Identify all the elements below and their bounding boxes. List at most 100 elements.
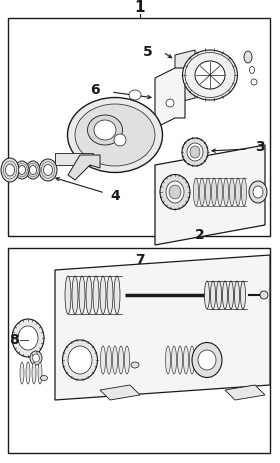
Ellipse shape — [129, 90, 141, 100]
Ellipse shape — [3, 161, 17, 179]
Ellipse shape — [190, 346, 195, 374]
Bar — [55, 153, 93, 165]
Ellipse shape — [241, 281, 246, 309]
Ellipse shape — [211, 178, 216, 206]
Ellipse shape — [253, 186, 263, 198]
Ellipse shape — [165, 346, 171, 374]
Ellipse shape — [18, 326, 38, 350]
Ellipse shape — [218, 178, 223, 206]
Ellipse shape — [185, 52, 235, 98]
Ellipse shape — [169, 185, 181, 199]
Ellipse shape — [199, 178, 204, 206]
Ellipse shape — [30, 351, 42, 365]
Polygon shape — [175, 50, 195, 103]
Polygon shape — [225, 385, 265, 400]
Ellipse shape — [114, 134, 126, 146]
Ellipse shape — [183, 346, 188, 374]
Ellipse shape — [251, 79, 257, 85]
Ellipse shape — [1, 158, 19, 182]
Ellipse shape — [43, 164, 53, 175]
Polygon shape — [55, 255, 270, 400]
Ellipse shape — [249, 67, 255, 74]
Ellipse shape — [195, 61, 225, 89]
Polygon shape — [100, 385, 140, 400]
Ellipse shape — [118, 346, 123, 374]
Ellipse shape — [17, 163, 27, 177]
Ellipse shape — [12, 319, 44, 357]
Ellipse shape — [101, 346, 106, 374]
Ellipse shape — [244, 51, 252, 63]
Ellipse shape — [72, 276, 78, 314]
Ellipse shape — [230, 178, 235, 206]
Ellipse shape — [198, 350, 216, 370]
Ellipse shape — [131, 362, 139, 368]
Ellipse shape — [62, 340, 97, 380]
Ellipse shape — [93, 276, 99, 314]
Ellipse shape — [241, 178, 246, 206]
Polygon shape — [155, 68, 185, 128]
Ellipse shape — [171, 346, 176, 374]
Ellipse shape — [26, 161, 40, 179]
Ellipse shape — [86, 276, 92, 314]
Ellipse shape — [41, 375, 48, 381]
Ellipse shape — [216, 281, 221, 309]
Ellipse shape — [39, 159, 57, 181]
Ellipse shape — [68, 346, 92, 374]
Ellipse shape — [223, 178, 228, 206]
Text: 1: 1 — [135, 0, 145, 15]
Ellipse shape — [87, 115, 123, 145]
Ellipse shape — [228, 281, 234, 309]
Ellipse shape — [94, 120, 116, 140]
Ellipse shape — [113, 346, 118, 374]
Ellipse shape — [41, 162, 55, 178]
Ellipse shape — [182, 138, 208, 166]
Ellipse shape — [67, 98, 162, 173]
Ellipse shape — [183, 50, 237, 100]
Ellipse shape — [28, 163, 38, 177]
Ellipse shape — [160, 175, 190, 209]
Text: 7: 7 — [135, 253, 145, 267]
Polygon shape — [155, 145, 265, 245]
Ellipse shape — [32, 354, 39, 362]
Ellipse shape — [106, 346, 111, 374]
Ellipse shape — [166, 181, 184, 203]
Ellipse shape — [166, 99, 174, 107]
Ellipse shape — [204, 281, 209, 309]
Ellipse shape — [114, 276, 120, 314]
Ellipse shape — [211, 281, 216, 309]
Ellipse shape — [206, 178, 211, 206]
Text: 5: 5 — [143, 45, 153, 59]
Ellipse shape — [100, 276, 106, 314]
Bar — [8, 248, 270, 453]
Bar — [8, 18, 270, 236]
Text: 3: 3 — [255, 140, 265, 154]
Ellipse shape — [32, 362, 36, 384]
Ellipse shape — [38, 362, 42, 384]
Ellipse shape — [235, 281, 239, 309]
Ellipse shape — [249, 181, 267, 203]
Ellipse shape — [223, 281, 227, 309]
Ellipse shape — [260, 291, 268, 299]
Ellipse shape — [193, 178, 199, 206]
Ellipse shape — [75, 104, 155, 166]
Ellipse shape — [187, 143, 203, 161]
Ellipse shape — [18, 165, 25, 175]
Ellipse shape — [235, 178, 241, 206]
Ellipse shape — [125, 346, 129, 374]
Text: 2: 2 — [195, 228, 205, 242]
Ellipse shape — [15, 161, 29, 179]
Text: 4: 4 — [110, 189, 120, 203]
Ellipse shape — [20, 362, 24, 384]
Ellipse shape — [29, 165, 36, 175]
Text: 8: 8 — [9, 333, 19, 347]
Ellipse shape — [6, 164, 15, 176]
Ellipse shape — [107, 276, 113, 314]
Ellipse shape — [79, 276, 85, 314]
Ellipse shape — [192, 343, 222, 377]
Ellipse shape — [26, 362, 30, 384]
Polygon shape — [68, 155, 100, 180]
Ellipse shape — [178, 346, 183, 374]
Ellipse shape — [65, 276, 71, 314]
Text: 6: 6 — [90, 83, 100, 97]
Ellipse shape — [190, 146, 200, 158]
